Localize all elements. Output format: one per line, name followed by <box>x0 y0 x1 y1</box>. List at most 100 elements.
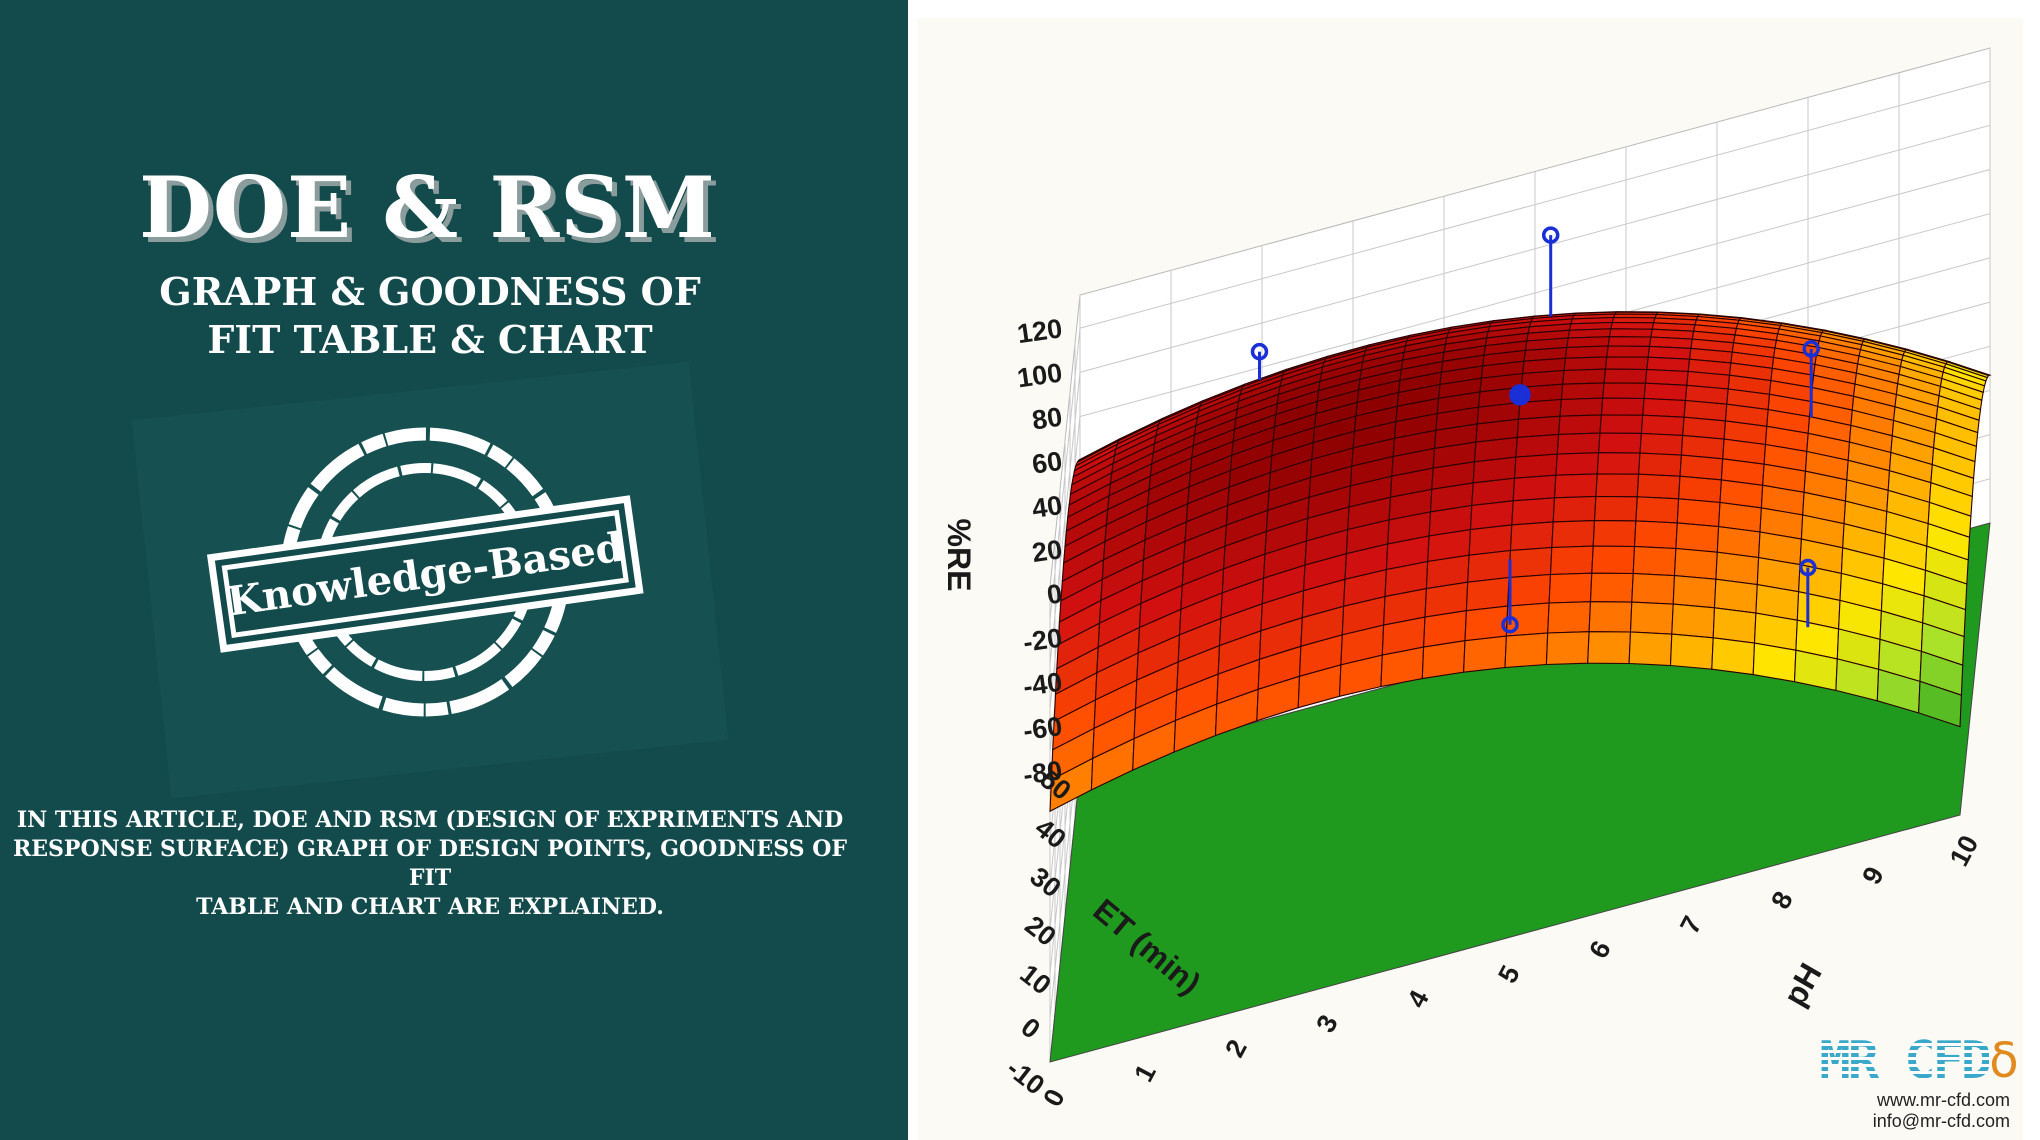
surface-cell <box>1545 631 1590 666</box>
surface-cell <box>1595 473 1640 498</box>
x-tick-label: 4 <box>1401 985 1435 1012</box>
surface-cell <box>1640 414 1685 436</box>
surface-cell <box>1560 382 1605 401</box>
z-tick-label: 120 <box>1015 313 1064 349</box>
surface-cell <box>1638 452 1682 477</box>
surface-cell <box>1635 496 1680 524</box>
x-tick-label: 2 <box>1219 1035 1253 1062</box>
z-tick-label: -80 <box>1021 755 1064 790</box>
surface-cell <box>1513 453 1558 479</box>
surface-cell <box>1603 368 1648 384</box>
chart-surface <box>1049 311 1992 813</box>
surface-cell <box>1676 498 1721 528</box>
z-tick-label: -20 <box>1021 623 1064 658</box>
z-tick-label: 80 <box>1030 402 1064 436</box>
surface-cell <box>1918 680 1962 728</box>
design-point <box>1250 342 1269 361</box>
surface-cell <box>1633 520 1678 550</box>
surface-cell <box>1548 572 1593 604</box>
logo-mark: MR CFD <box>1819 1031 1992 1091</box>
design-points <box>1250 226 1820 634</box>
surface-cell <box>1673 547 1718 580</box>
surface-cell <box>1593 495 1638 522</box>
surface-cell <box>1675 522 1720 553</box>
surface-cell <box>1549 545 1594 576</box>
surface-cell <box>1508 546 1553 579</box>
logo-email[interactable]: info@mr-cfd.com <box>1872 1111 2010 1131</box>
response-surface-chart: 120100806040200-20-40-60-8050403020100-1… <box>941 47 1992 1111</box>
x-tick-label: 8 <box>1765 886 1799 913</box>
surface-cell <box>1606 345 1651 358</box>
surface-cell <box>1607 336 1652 347</box>
x-tick-label: 0 <box>1037 1084 1071 1111</box>
stamp-banner-inner <box>221 509 629 639</box>
surface-cell <box>1507 573 1552 607</box>
z-tick-label: -40 <box>1021 667 1064 702</box>
surface-cell <box>1562 368 1607 385</box>
surface-cell <box>1559 397 1604 417</box>
surface-cell <box>1608 328 1653 338</box>
stamp-banner <box>206 495 644 653</box>
surface-cell <box>1629 601 1674 635</box>
surface-cell <box>1465 576 1510 612</box>
logo-swirl-icon: ẟ <box>1989 1033 2019 1089</box>
surface-cell <box>1509 521 1554 552</box>
x-tick-label: 5 <box>1492 961 1526 988</box>
surface-cell <box>1467 549 1512 583</box>
design-point <box>1799 558 1817 577</box>
surface-cell <box>1672 575 1717 609</box>
z-tick-label: 40 <box>1030 490 1064 524</box>
surface-cell <box>1711 637 1756 676</box>
surface-cell <box>1588 601 1633 633</box>
z-tick-label: 0 <box>1045 578 1064 610</box>
surface-cell <box>1512 474 1557 502</box>
surface-cell <box>1713 578 1758 614</box>
page-title: DOE & RSM <box>139 158 716 257</box>
logo-website[interactable]: www.mr-cfd.com <box>1876 1090 2010 1110</box>
subtitle-line-1: GRAPH & GOODNESS OF <box>159 269 701 314</box>
surface-cell <box>1464 605 1509 642</box>
subtitle-line-2: FIT TABLE & CHART <box>207 317 653 362</box>
surface-cell <box>1679 454 1724 481</box>
surface-cell <box>1589 572 1634 603</box>
z-tick-label: 20 <box>1030 534 1064 568</box>
x-tick-label: 10 <box>1944 830 1985 871</box>
surface-cell <box>1598 432 1642 454</box>
surface-cell <box>1463 635 1507 673</box>
z-tick-label: 60 <box>1030 446 1064 480</box>
surface-cell <box>1564 345 1609 359</box>
surface-cell <box>1552 495 1597 523</box>
surface-cell <box>1632 545 1677 577</box>
surface-cell <box>1752 642 1797 683</box>
surface-cell <box>1600 397 1645 416</box>
article-description: IN THIS ARTICLE, DOE AND RSM (DESIGN OF … <box>10 806 850 922</box>
surface-cell <box>1553 473 1598 499</box>
surface-cell <box>1678 475 1722 504</box>
design-point <box>1541 226 1560 244</box>
surface-cell <box>1596 452 1641 475</box>
surface-cell <box>1604 356 1649 371</box>
description-line-1: IN THIS ARTICLE, DOE AND RSM (DESIGN OF … <box>16 807 844 833</box>
surface-cell <box>1515 433 1560 458</box>
surface-cell <box>1643 382 1688 402</box>
x-tick-label: 1 <box>1128 1059 1162 1086</box>
x-tick-label: 9 <box>1856 862 1890 889</box>
surface-cell <box>1599 414 1644 434</box>
surface-cell <box>1639 432 1684 456</box>
surface-cell <box>1712 607 1757 644</box>
surface-cell <box>1628 631 1673 667</box>
z-axis-label: %RE <box>941 519 977 592</box>
z-tick-label: 100 <box>1015 357 1064 393</box>
design-point <box>1501 615 1519 634</box>
description-line-3: TABLE AND CHART ARE EXPLAINED. <box>196 894 664 920</box>
surface-cell <box>1511 497 1556 526</box>
surface-cell <box>1587 631 1632 665</box>
surface-cell <box>1602 382 1647 400</box>
surface-cell <box>1551 520 1596 549</box>
surface-cell <box>1421 640 1466 680</box>
surface-cell <box>1671 603 1716 639</box>
knowledge-based-stamp: Knowledge-Based <box>206 427 644 717</box>
x-tick-label: 7 <box>1674 911 1708 938</box>
surface-cell <box>1644 368 1689 386</box>
surface-cell <box>1631 572 1676 605</box>
